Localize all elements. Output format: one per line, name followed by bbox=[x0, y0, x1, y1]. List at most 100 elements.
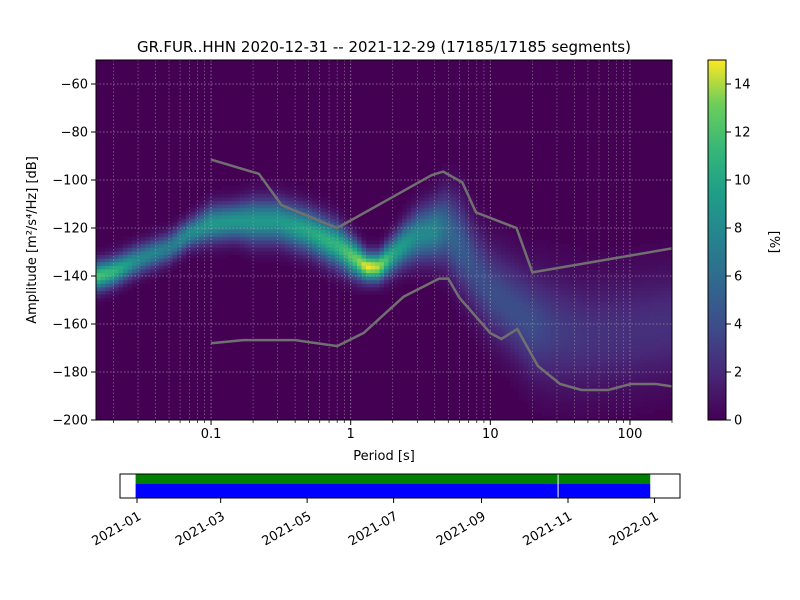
histogram-cell bbox=[550, 268, 556, 273]
histogram-cell bbox=[424, 232, 430, 237]
histogram-cell bbox=[258, 258, 264, 263]
histogram-cell bbox=[505, 232, 511, 237]
histogram-cell bbox=[415, 240, 421, 245]
histogram-cell bbox=[550, 297, 556, 302]
histogram-cell bbox=[519, 380, 525, 385]
histogram-cell bbox=[591, 290, 597, 295]
histogram-cell bbox=[532, 369, 538, 374]
histogram-cell bbox=[127, 279, 133, 284]
histogram-cell bbox=[177, 240, 183, 245]
histogram-cell bbox=[523, 362, 529, 367]
histogram-cell bbox=[604, 391, 610, 396]
histogram-cell bbox=[483, 243, 489, 248]
histogram-cell bbox=[640, 405, 646, 410]
histogram-cell bbox=[190, 250, 196, 255]
histogram-cell bbox=[537, 265, 543, 270]
histogram-cell bbox=[109, 272, 115, 277]
histogram-cell bbox=[546, 261, 552, 266]
histogram-cell bbox=[172, 218, 178, 223]
histogram-cell bbox=[96, 250, 102, 255]
histogram-cell bbox=[501, 265, 507, 270]
histogram-cell bbox=[451, 171, 457, 176]
histogram-cell bbox=[204, 200, 210, 205]
histogram-cell bbox=[465, 286, 471, 291]
histogram-cell bbox=[550, 258, 556, 263]
histogram-cell bbox=[370, 272, 376, 277]
histogram-cell bbox=[478, 247, 484, 252]
histogram-cell bbox=[595, 322, 601, 327]
histogram-cell bbox=[618, 398, 624, 403]
histogram-cell bbox=[546, 258, 552, 263]
histogram-cell bbox=[627, 304, 633, 309]
histogram-cell bbox=[456, 250, 462, 255]
histogram-cell bbox=[532, 355, 538, 360]
histogram-cell bbox=[514, 247, 520, 252]
histogram-cell bbox=[447, 207, 453, 212]
histogram-cell bbox=[492, 276, 498, 281]
histogram-cell bbox=[523, 304, 529, 309]
histogram-cell bbox=[622, 286, 628, 291]
histogram-cell bbox=[478, 254, 484, 259]
histogram-cell bbox=[663, 261, 669, 266]
histogram-cell bbox=[298, 186, 304, 191]
histogram-cell bbox=[595, 279, 601, 284]
histogram-cell bbox=[640, 286, 646, 291]
histogram-cell bbox=[276, 222, 282, 227]
histogram-cell bbox=[339, 214, 345, 219]
histogram-cell bbox=[663, 326, 669, 331]
histogram-cell bbox=[586, 276, 592, 281]
histogram-cell bbox=[595, 333, 601, 338]
histogram-cell bbox=[586, 348, 592, 353]
histogram-cell bbox=[285, 193, 291, 198]
histogram-cell bbox=[510, 376, 516, 381]
histogram-cell bbox=[613, 348, 619, 353]
histogram-cell bbox=[370, 265, 376, 270]
histogram-cell bbox=[348, 225, 354, 230]
histogram-cell bbox=[627, 355, 633, 360]
histogram-cell bbox=[577, 344, 583, 349]
histogram-cell bbox=[429, 189, 435, 194]
histogram-cell bbox=[555, 402, 561, 407]
histogram-cell bbox=[222, 189, 228, 194]
histogram-cell bbox=[433, 193, 439, 198]
histogram-cell bbox=[640, 272, 646, 277]
histogram-cell bbox=[604, 261, 610, 266]
histogram-cell bbox=[429, 182, 435, 187]
histogram-cell bbox=[316, 196, 322, 201]
histogram-cell bbox=[478, 222, 484, 227]
histogram-cell bbox=[343, 214, 349, 219]
histogram-cell bbox=[654, 391, 660, 396]
histogram-cell bbox=[613, 337, 619, 342]
histogram-cell bbox=[568, 301, 574, 306]
histogram-cell bbox=[649, 355, 655, 360]
histogram-cell bbox=[465, 308, 471, 313]
histogram-cell bbox=[136, 240, 142, 245]
histogram-cell bbox=[532, 261, 538, 266]
histogram-cell bbox=[411, 258, 417, 263]
histogram-cell bbox=[613, 376, 619, 381]
histogram-cell bbox=[600, 362, 606, 367]
histogram-cell bbox=[478, 315, 484, 320]
histogram-cell bbox=[564, 315, 570, 320]
histogram-cell bbox=[456, 171, 462, 176]
histogram-cell bbox=[519, 265, 525, 270]
histogram-cell bbox=[573, 344, 579, 349]
histogram-cell bbox=[595, 416, 601, 420]
histogram-cell bbox=[123, 240, 129, 245]
histogram-cell bbox=[469, 222, 475, 227]
histogram-cell bbox=[523, 376, 529, 381]
histogram-cell bbox=[604, 409, 610, 414]
histogram-cell bbox=[132, 276, 138, 281]
histogram-cell bbox=[249, 222, 255, 227]
histogram-cell bbox=[654, 308, 660, 313]
histogram-cell bbox=[631, 322, 637, 327]
histogram-cell bbox=[456, 290, 462, 295]
histogram-cell bbox=[195, 229, 201, 234]
histogram-cell bbox=[240, 211, 246, 216]
histogram-cell bbox=[600, 351, 606, 356]
histogram-cell bbox=[546, 376, 552, 381]
histogram-cell bbox=[555, 261, 561, 266]
histogram-cell bbox=[168, 250, 174, 255]
histogram-cell bbox=[271, 207, 277, 212]
histogram-cell bbox=[114, 268, 120, 273]
